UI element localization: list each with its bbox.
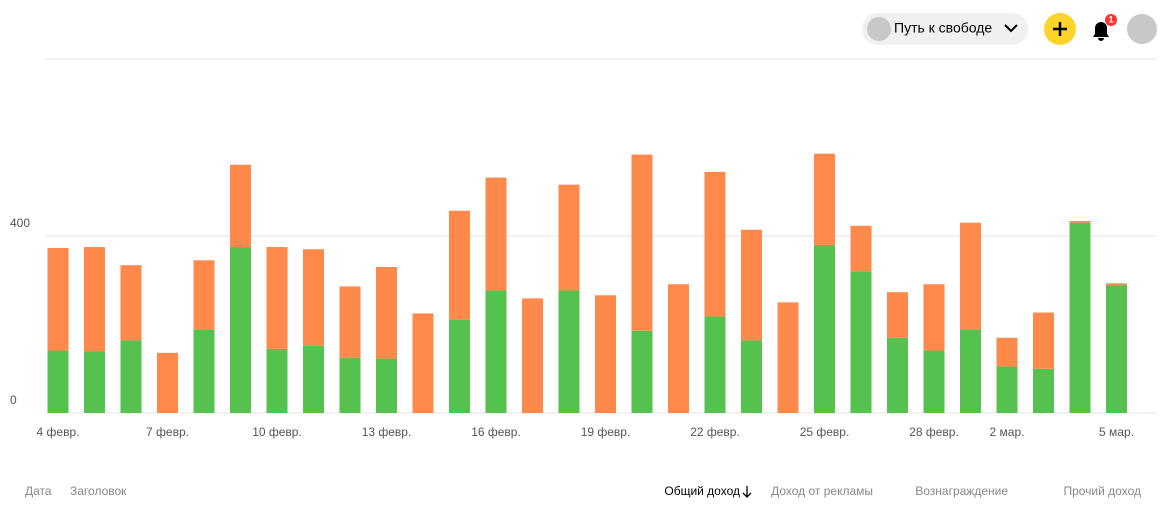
bar-segment [960,222,981,330]
bar-segment [84,351,105,413]
bar-segment [1106,285,1127,413]
bar-segment [1069,220,1091,223]
bar-segment [266,247,288,349]
bar-segment [704,171,726,317]
channel-avatar [867,17,891,41]
y-tick-label: 0 [10,393,17,407]
bar-segment [996,366,1018,413]
column-header[interactable]: Вознаграждение [915,484,1008,498]
bar-segment [1033,368,1054,413]
x-tick-label: 19 февр. [581,425,631,439]
bar-segment [193,260,215,330]
column-header[interactable]: Доход от рекламы [771,484,873,498]
plus-icon [1053,22,1067,36]
bar-segment [850,271,872,413]
bar-segment [923,350,945,413]
bar-segment [120,340,142,413]
bar-segment [485,177,507,291]
bar-segment [996,337,1018,367]
x-tick-label: 7 февр. [146,425,189,439]
bar-segment [47,350,69,413]
bar-segment [814,153,835,245]
x-tick-label: 4 февр. [37,425,80,439]
bar-segment [230,247,251,413]
x-tick-label: 10 февр. [252,425,302,439]
bar-segment [157,352,178,413]
bar-segment [850,225,872,272]
chevron [1004,24,1018,33]
bar-segment [814,244,835,413]
badge [1105,14,1117,26]
bar-segment [1106,283,1127,286]
channel-selector[interactable] [862,13,1028,45]
bar-segment [668,284,689,413]
bar-segment [303,345,324,413]
x-tick-label: 13 февр. [362,425,412,439]
bar-segment [923,284,945,351]
bar-segment [339,286,361,358]
bar-segment [449,319,470,413]
x-tick-label: 5 мар. [1099,425,1134,439]
bar-segment [887,337,908,413]
badge-count: 1 [1108,14,1113,24]
bar-segment [631,330,653,413]
bar-segment [193,329,215,413]
bar-segment [376,358,397,413]
x-tick-label: 28 февр. [909,425,959,439]
bar-segment [741,229,762,341]
bar-segment [777,302,799,413]
x-tick-label: 22 февр. [690,425,740,439]
bar-segment [522,298,543,413]
bar-segment [558,184,580,291]
channel-name: Путь к свободе [894,20,992,36]
bar-segment [84,247,105,352]
bar-segment [47,247,69,351]
column-header[interactable]: Прочий доход [1063,484,1141,498]
bar-segment [631,154,653,331]
user-avatar[interactable] [1127,14,1157,44]
bar-segment [120,265,142,341]
bar-segment [1033,312,1054,369]
column-header[interactable]: Общий доход [664,484,740,498]
bar-segment [595,295,616,413]
bar-segment [741,340,762,413]
bar-segment [339,357,361,413]
bell-icon[interactable] [1093,22,1109,41]
x-tick-label: 2 мар. [990,425,1025,439]
x-tick-label: 25 февр. [800,425,850,439]
column-header[interactable]: Заголовок [70,484,127,498]
bar-segment [412,313,434,413]
column-header[interactable]: Дата [25,484,52,498]
bar-segment [558,290,580,413]
bar-segment [230,164,251,248]
bar-segment [960,329,981,413]
bar-segment [449,210,470,320]
sort-arrow [742,486,752,498]
bar-segment [266,348,288,413]
bar-segment [485,290,507,413]
bar-segment [1069,222,1091,413]
y-tick-label: 400 [10,216,30,230]
bar-segment [887,292,908,338]
bar-segment [376,266,397,359]
x-tick-label: 16 февр. [471,425,521,439]
bar-segment [704,316,726,413]
bar-segment [303,249,324,346]
